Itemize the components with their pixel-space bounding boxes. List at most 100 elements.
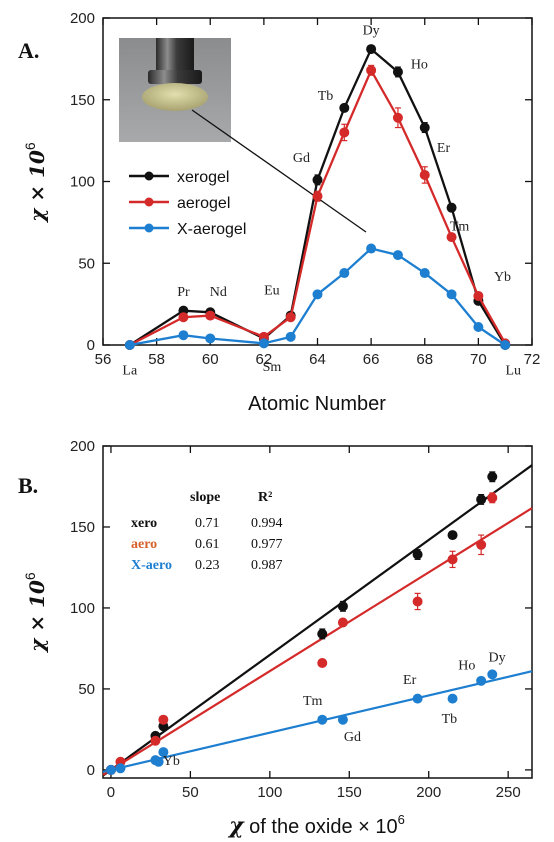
a-series-x_aerogel-point-2: [205, 333, 216, 344]
b-series-aerogel-point-7: [447, 554, 458, 565]
b-series-aerogel-point-4: [317, 658, 328, 669]
b-ytick-label-200: 200: [70, 438, 95, 455]
fit-table-row-aero-r2: 0.977: [251, 537, 283, 552]
a-element-label-lu: Lu: [505, 363, 521, 378]
legend-item-x-aerogel: X-aerogel: [129, 221, 246, 238]
b-series-xerogel-point-7: [476, 494, 487, 505]
a-element-label-la: La: [122, 363, 138, 378]
a-series-x_aerogel-point-10: [446, 289, 457, 300]
a-xtick-label-66: 66: [363, 351, 380, 368]
b-ytick-label-100: 100: [70, 600, 95, 617]
b-series-aerogel-point-8: [476, 539, 487, 550]
a-xtick-label-64: 64: [309, 351, 326, 368]
b-series-x_aerogel-point-5: [317, 714, 328, 725]
b-series-xerogel-point-5: [412, 549, 423, 560]
a-element-label-er: Er: [437, 141, 451, 156]
b-fit-line-xerogel: [102, 464, 533, 777]
fit-table-row-aero-name: aero: [131, 537, 157, 552]
legend-x-aerogel-marker: [144, 223, 154, 233]
legend-xerogel-marker: [144, 171, 154, 181]
panel-a-ytick-labels: 0 50 100 150 200: [70, 10, 95, 354]
a-series-x_aerogel-point-4: [285, 331, 296, 342]
panel-b-letter: B.: [18, 473, 38, 498]
b-xtick-label-200: 200: [416, 784, 441, 801]
a-element-label-tm: Tm: [450, 220, 470, 235]
b-xtick-label-0: 0: [107, 784, 115, 801]
b-series-aerogel-point-2: [150, 735, 161, 746]
fit-table-row-x-aero-name: X-aero: [131, 558, 172, 573]
b-element-label-yb: Yb: [163, 754, 180, 769]
a-series-aerogel-point-6: [339, 127, 350, 138]
a-xtick-label-56: 56: [95, 351, 112, 368]
panel-a-legend: xerogel aerogel X-aerogel: [129, 169, 246, 238]
b-series-x_aerogel-point-6: [337, 714, 348, 725]
b-element-label-ho: Ho: [458, 658, 475, 673]
a-series-aerogel-point-10: [446, 232, 457, 243]
fit-table-header-r2: R²: [258, 490, 272, 505]
a-series-xerogel-point-8: [392, 66, 403, 77]
b-series-x_aerogel-point-3: [153, 756, 164, 767]
a-ytick-label-50: 50: [78, 255, 95, 272]
a-xtick-label-72: 72: [524, 351, 541, 368]
a-series-xerogel-point-10: [446, 202, 457, 213]
b-xtick-label-150: 150: [337, 784, 362, 801]
a-series-x_aerogel-point-1: [178, 330, 189, 341]
fit-table-row-aero-slope: 0.61: [195, 537, 220, 552]
panel-b-element-labels: Yb Tm Gd Er Tb Ho Dy: [163, 650, 506, 769]
a-xtick-label-58: 58: [148, 351, 165, 368]
a-series-x_aerogel-point-0: [124, 340, 135, 350]
panel-b-x-axis-title: χ of the oxide × 106: [227, 812, 405, 839]
panel-b-xtick-labels: 0 50 100 150 200 250: [107, 784, 521, 801]
a-series-aerogel-point-4: [285, 312, 296, 323]
b-ytick-label-0: 0: [87, 762, 95, 779]
inset-pointer-line: [191, 109, 367, 233]
a-series-aerogel-point-11: [473, 290, 484, 301]
panel-b-y-axis-title-main: χ × 10: [25, 580, 49, 654]
b-fit-line-aerogel: [102, 507, 533, 776]
a-element-label-pr: Pr: [177, 285, 190, 300]
b-series-x_aerogel-point-0: [105, 764, 116, 775]
b-series-xerogel-point-4: [337, 601, 348, 612]
fit-table-row-xero-slope: 0.71: [195, 516, 220, 531]
a-series-x_aerogel-point-6: [339, 268, 350, 279]
b-element-label-tm: Tm: [303, 694, 323, 709]
panel-a-y-axis-title-main: χ × 10: [25, 150, 49, 224]
b-series-xerogel-point-6: [447, 530, 458, 541]
panel-a: A. 56 58 60 62 64 66 68 70 72 0 50 100 150 200 Atomi…: [18, 10, 540, 415]
panel-a-x-axis-title: Atomic Number: [248, 393, 386, 415]
panel-b-x-axis-title-chi: χ: [227, 813, 245, 839]
a-series-x_aerogel-point-8: [392, 250, 403, 261]
a-xtick-label-62: 62: [256, 351, 273, 368]
a-series-aerogel-point-9: [419, 169, 430, 180]
legend-item-aerogel: aerogel: [129, 195, 230, 212]
panel-b-x-axis-title-rest: of the oxide × 10: [244, 816, 398, 838]
b-series-x_aerogel-point-7: [412, 693, 423, 704]
a-element-label-eu: Eu: [264, 283, 280, 298]
b-xtick-label-250: 250: [496, 784, 521, 801]
panel-a-xtick-labels: 56 58 60 62 64 66 68 70 72: [95, 351, 541, 368]
a-series-x_aerogel-point-3: [258, 338, 269, 349]
b-element-label-gd: Gd: [344, 730, 361, 745]
a-series-x_aerogel-point-11: [473, 322, 484, 333]
a-ytick-label-200: 200: [70, 10, 95, 27]
panel-b: B. 0 50 100 150 200 250 0 50 100 150 200 χ of the…: [18, 438, 533, 839]
a-series-x_aerogel-point-5: [312, 289, 323, 300]
panel-a-y-axis-title: χ × 106: [22, 142, 49, 224]
b-series-xerogel-point-8: [487, 471, 498, 482]
b-series-x_aerogel-point-8: [447, 693, 458, 704]
panel-a-y-axis-title-exp: 6: [22, 142, 38, 150]
panel-a-series: [124, 44, 511, 350]
a-element-label-tb: Tb: [318, 89, 334, 104]
legend-aerogel-marker: [144, 197, 154, 207]
a-element-label-yb: Yb: [494, 270, 511, 285]
panel-b-ytick-labels: 0 50 100 150 200: [70, 438, 95, 779]
a-xtick-label-68: 68: [416, 351, 433, 368]
b-series-aerogel-point-5: [337, 617, 348, 628]
a-series-xerogel-point-6: [339, 102, 350, 113]
a-element-label-sm: Sm: [263, 360, 282, 375]
fit-table-row-xero-r2: 0.994: [251, 516, 283, 531]
a-series-xerogel-point-9: [419, 122, 430, 133]
a-series-x_aerogel-point-9: [419, 268, 430, 279]
panel-b-y-axis-title-exp: 6: [22, 572, 38, 580]
legend-aerogel-label: aerogel: [177, 195, 230, 212]
